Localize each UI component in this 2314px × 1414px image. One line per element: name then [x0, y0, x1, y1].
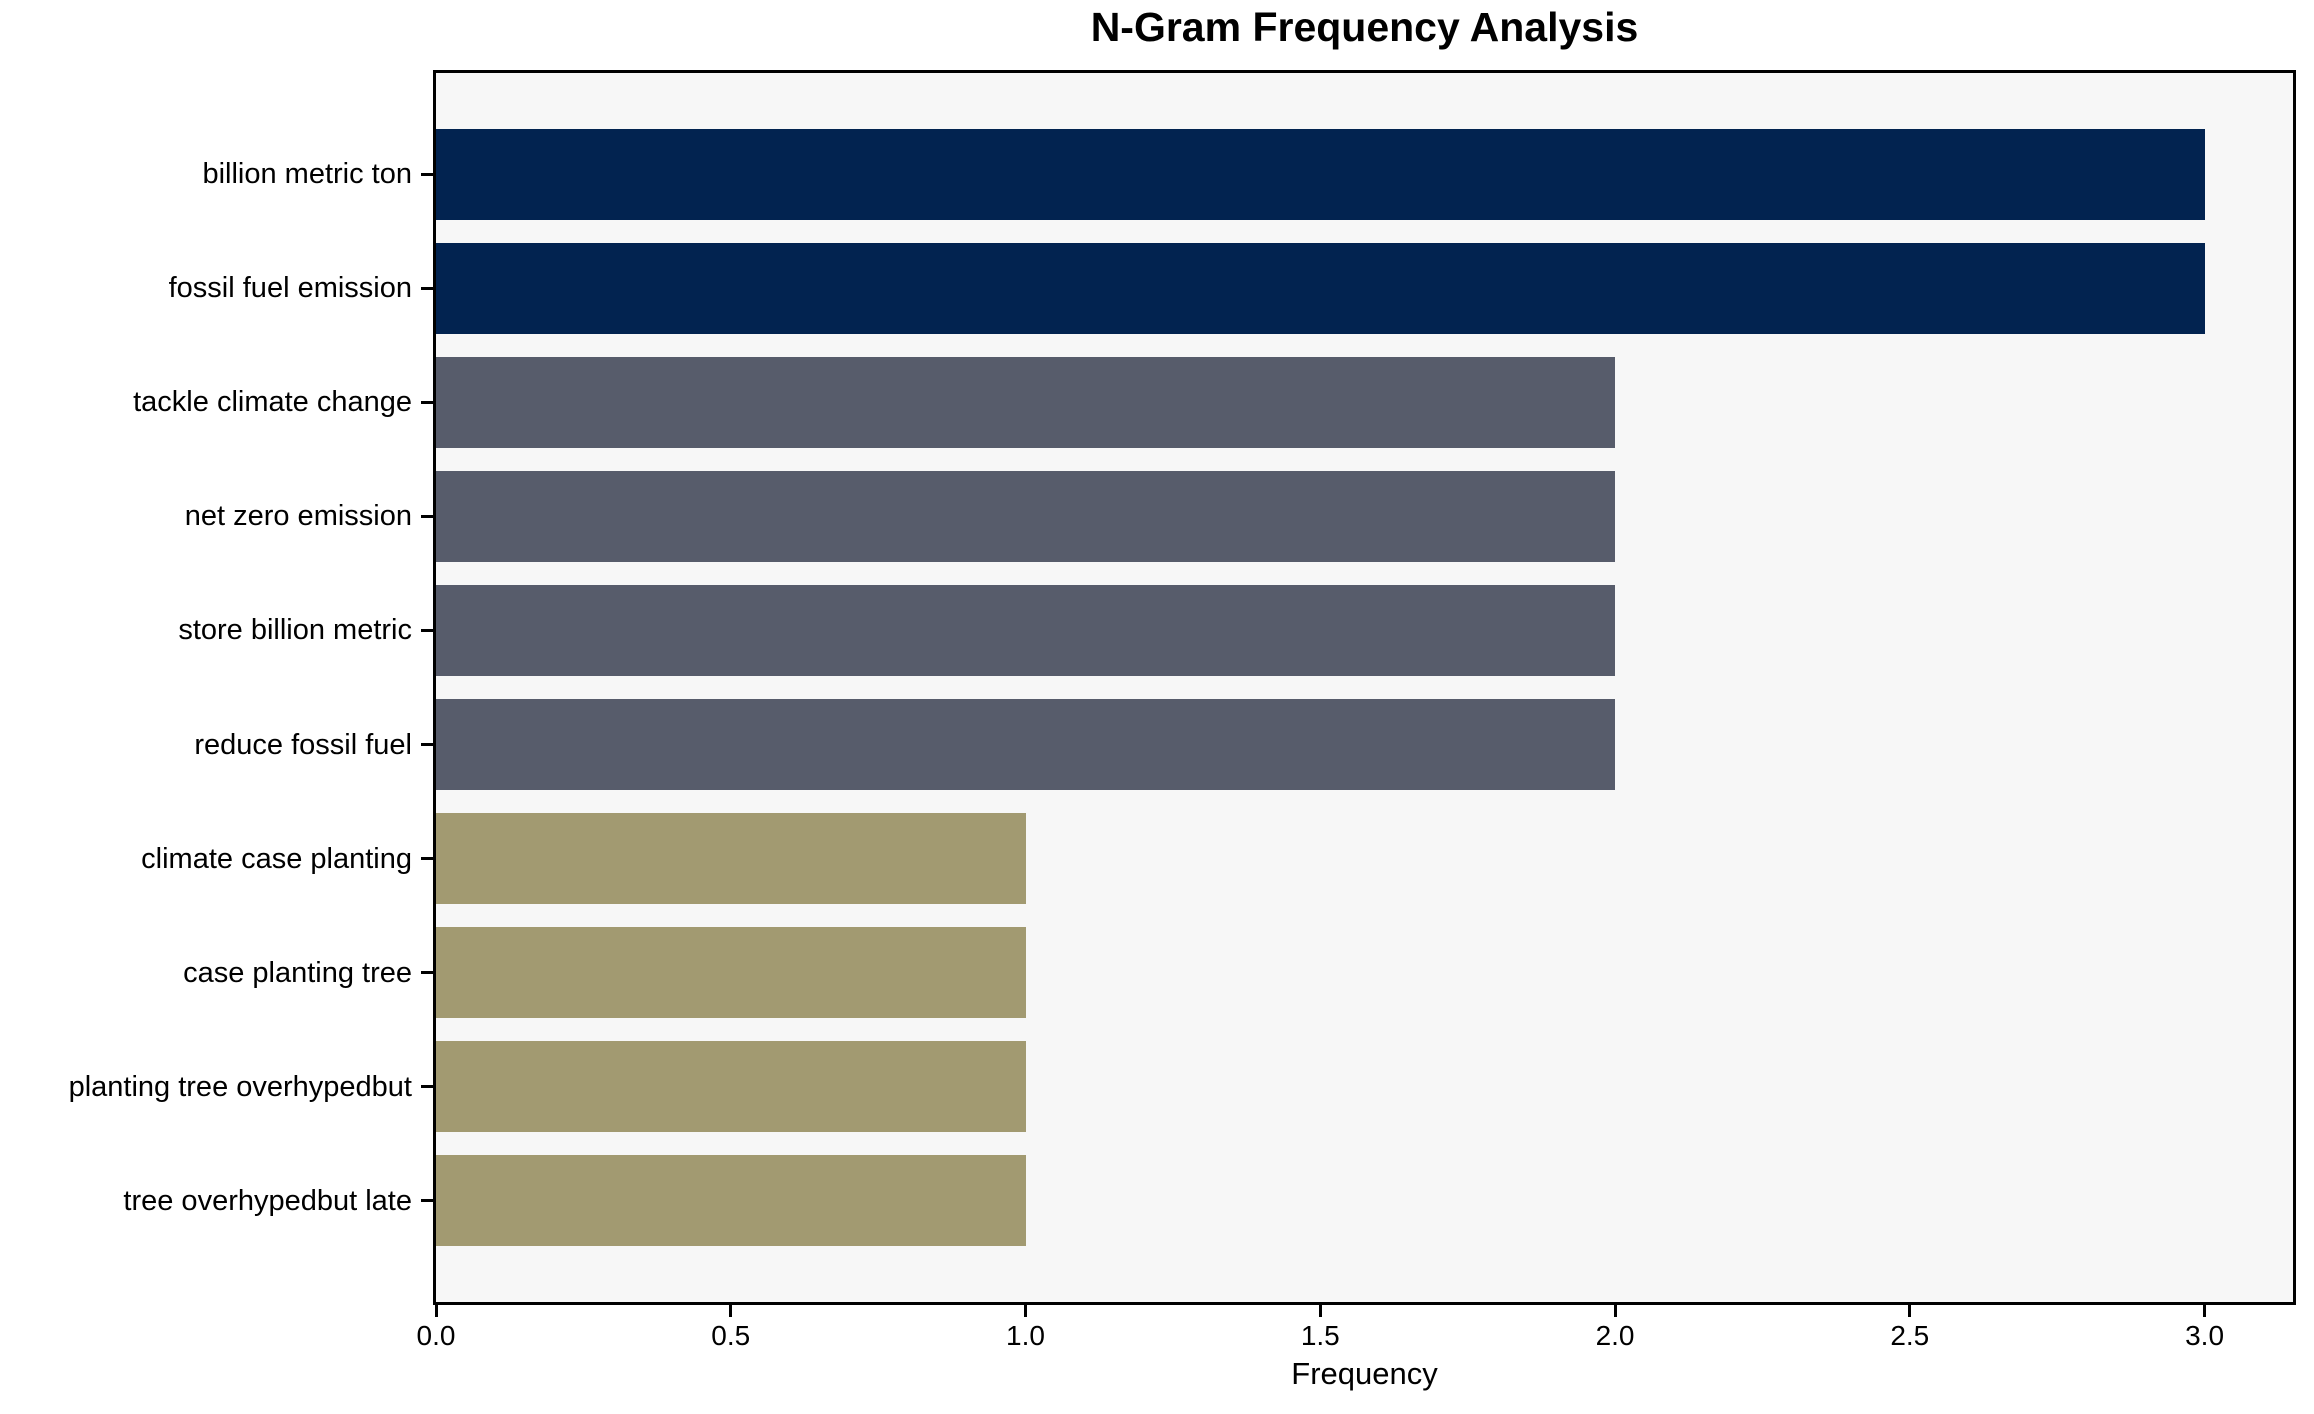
y-tick-label: climate case planting — [141, 842, 412, 875]
x-tick-mark — [434, 1305, 438, 1317]
bar — [436, 470, 1616, 563]
x-tick-label: 3.0 — [2185, 1320, 2225, 1351]
y-tick-mark — [421, 628, 433, 632]
bar — [436, 1154, 1026, 1247]
x-tick-label: 0.5 — [711, 1320, 751, 1351]
x-tick-mark — [729, 1305, 733, 1317]
y-tick-label: net zero emission — [184, 500, 412, 533]
x-tick-label: 1.0 — [1006, 1320, 1045, 1351]
chart-title: N-Gram Frequency Analysis — [1090, 4, 1639, 50]
x-tick-label: 2.0 — [1595, 1320, 1635, 1351]
y-tick-mark — [421, 971, 433, 975]
y-tick-label: planting tree overhypedbut — [68, 1070, 412, 1103]
x-tick-label: 0.0 — [416, 1320, 456, 1351]
bar — [436, 926, 1026, 1019]
x-tick-mark — [1613, 1305, 1617, 1317]
y-tick-label: billion metric ton — [202, 158, 412, 191]
y-tick-label: store billion metric — [178, 614, 412, 647]
y-tick-mark — [421, 1199, 433, 1203]
x-tick-mark — [2203, 1305, 2207, 1317]
y-tick-label: case planting tree — [183, 956, 412, 989]
y-tick-mark — [421, 743, 433, 746]
y-tick-mark — [421, 286, 433, 290]
bar — [436, 812, 1026, 905]
bar — [436, 584, 1616, 677]
y-tick-label: fossil fuel emission — [168, 272, 412, 305]
y-tick-mark — [421, 172, 433, 176]
y-tick-mark — [421, 514, 433, 518]
x-tick-label: 1.5 — [1300, 1320, 1340, 1351]
bar — [436, 1040, 1026, 1133]
y-tick-mark — [421, 400, 433, 404]
y-tick-mark — [421, 1085, 433, 1089]
bar — [436, 698, 1616, 791]
y-tick-label: tree overhypedbut late — [123, 1184, 412, 1217]
bar — [436, 128, 2205, 221]
x-tick-label: 2.5 — [1890, 1320, 1930, 1351]
x-axis-title: Frequency — [1291, 1356, 1438, 1391]
x-tick-mark — [1318, 1305, 1322, 1317]
x-tick-mark — [1024, 1305, 1028, 1317]
plot-area — [436, 73, 2293, 1302]
y-tick-mark — [421, 857, 433, 860]
y-tick-label: reduce fossil fuel — [194, 728, 412, 761]
bar — [436, 242, 2205, 335]
x-tick-mark — [1908, 1305, 1912, 1317]
bar — [436, 356, 1616, 449]
y-tick-label: tackle climate change — [133, 386, 412, 419]
